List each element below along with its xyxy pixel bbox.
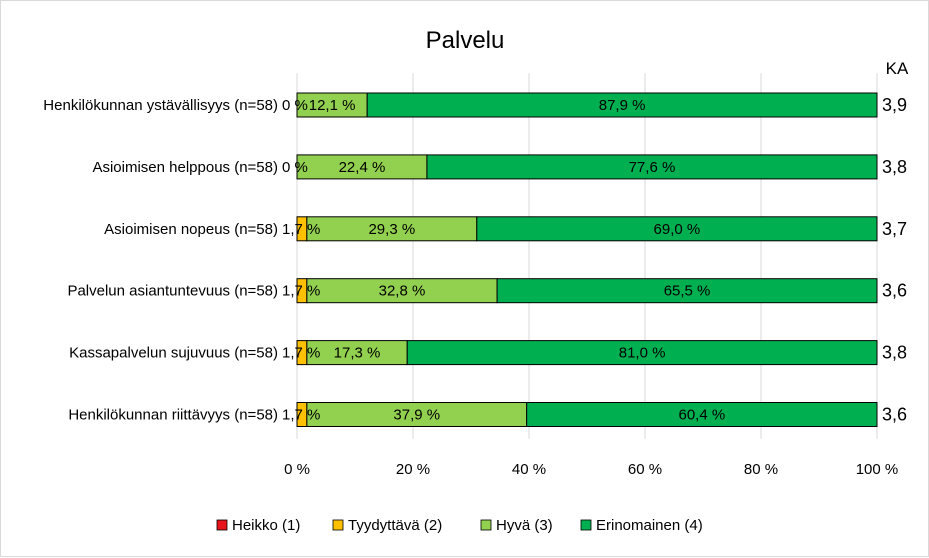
x-axis-ticks: 0 % 20 % 40 % 60 % 80 % 100 % — [284, 461, 898, 478]
gridlines — [296, 73, 878, 439]
category-label: Asioimisen helppous (n=58) — [92, 159, 278, 176]
x-tick-label: 80 % — [744, 461, 778, 478]
data-label: 1,7 % — [282, 221, 320, 238]
data-label: 0 % — [282, 97, 308, 114]
category-label: Kassapalvelun sujuvuus (n=58) — [69, 345, 278, 362]
bar-segment — [366, 92, 878, 118]
data-label: 87,9 % — [599, 97, 646, 114]
bars — [296, 92, 878, 427]
x-tick-label: 20 % — [396, 461, 430, 478]
data-labels: 0 % 12,1 % 87,9 %0 % 22,4 % 77,6 %1,7 % 29,3 … — [282, 97, 725, 424]
bar-segment — [296, 92, 368, 118]
bar-segment — [306, 402, 528, 427]
category-labels: Henkilökunnan ystävällisyys (n=58) Asioim… — [43, 97, 278, 424]
bar-segment — [306, 340, 408, 366]
average-value: 3,7 — [882, 219, 907, 239]
average-column-header: KA — [886, 59, 909, 78]
average-value: 3,8 — [882, 157, 907, 177]
legend-label: Hyvä (3) — [496, 517, 553, 534]
data-label: 17,3 % — [334, 345, 381, 362]
data-label: 1,7 % — [282, 283, 320, 300]
bar-segment — [496, 278, 878, 304]
average-value: 3,6 — [882, 281, 907, 301]
average-value: 3,6 — [882, 405, 907, 425]
legend-label: Tyydyttävä (2) — [348, 517, 442, 534]
x-tick-label: 40 % — [512, 461, 546, 478]
x-tick-label: 60 % — [628, 461, 662, 478]
bar-segment — [476, 216, 878, 242]
data-label: 12,1 % — [309, 97, 356, 114]
x-tick-label: 100 % — [856, 461, 899, 478]
data-label: 1,7 % — [282, 407, 320, 424]
legend-swatch — [332, 519, 344, 531]
data-label: 0 % — [282, 159, 308, 176]
bar-segment — [426, 154, 878, 180]
category-label: Henkilökunnan ystävällisyys (n=58) — [43, 97, 278, 114]
data-label: 69,0 % — [654, 221, 701, 238]
average-value: 3,8 — [882, 343, 907, 363]
category-label: Palvelun asiantuntevuus (n=58) — [67, 283, 278, 300]
average-values: 3,9 3,8 3,7 3,6 3,8 3,6 — [882, 95, 907, 425]
data-label: 60,4 % — [678, 407, 725, 424]
x-tick-label: 0 % — [284, 461, 310, 478]
category-label: Henkilökunnan riittävyys (n=58) — [68, 407, 278, 424]
legend: Heikko (1) Tyydyttävä (2) Hyvä (3) Erinomai… — [216, 517, 703, 534]
data-label: 37,9 % — [393, 407, 440, 424]
category-label: Asioimisen nopeus (n=58) — [104, 221, 278, 238]
data-label: 22,4 % — [339, 159, 386, 176]
data-label: 29,3 % — [368, 221, 415, 238]
legend-label: Heikko (1) — [232, 517, 300, 534]
legend-swatch — [580, 519, 592, 531]
bar-segment — [526, 402, 878, 427]
data-label: 32,8 % — [379, 283, 426, 300]
data-label: 81,0 % — [619, 345, 666, 362]
bar-segment — [306, 216, 478, 242]
legend-label: Erinomainen (4) — [596, 517, 703, 534]
chart-title: Palvelu — [426, 27, 505, 54]
bar-segment — [406, 340, 878, 366]
legend-swatch — [480, 519, 492, 531]
data-label: 1,7 % — [282, 345, 320, 362]
legend-swatch — [216, 519, 228, 531]
average-value: 3,9 — [882, 95, 907, 115]
data-label: 65,5 % — [664, 283, 711, 300]
data-label: 77,6 % — [629, 159, 676, 176]
